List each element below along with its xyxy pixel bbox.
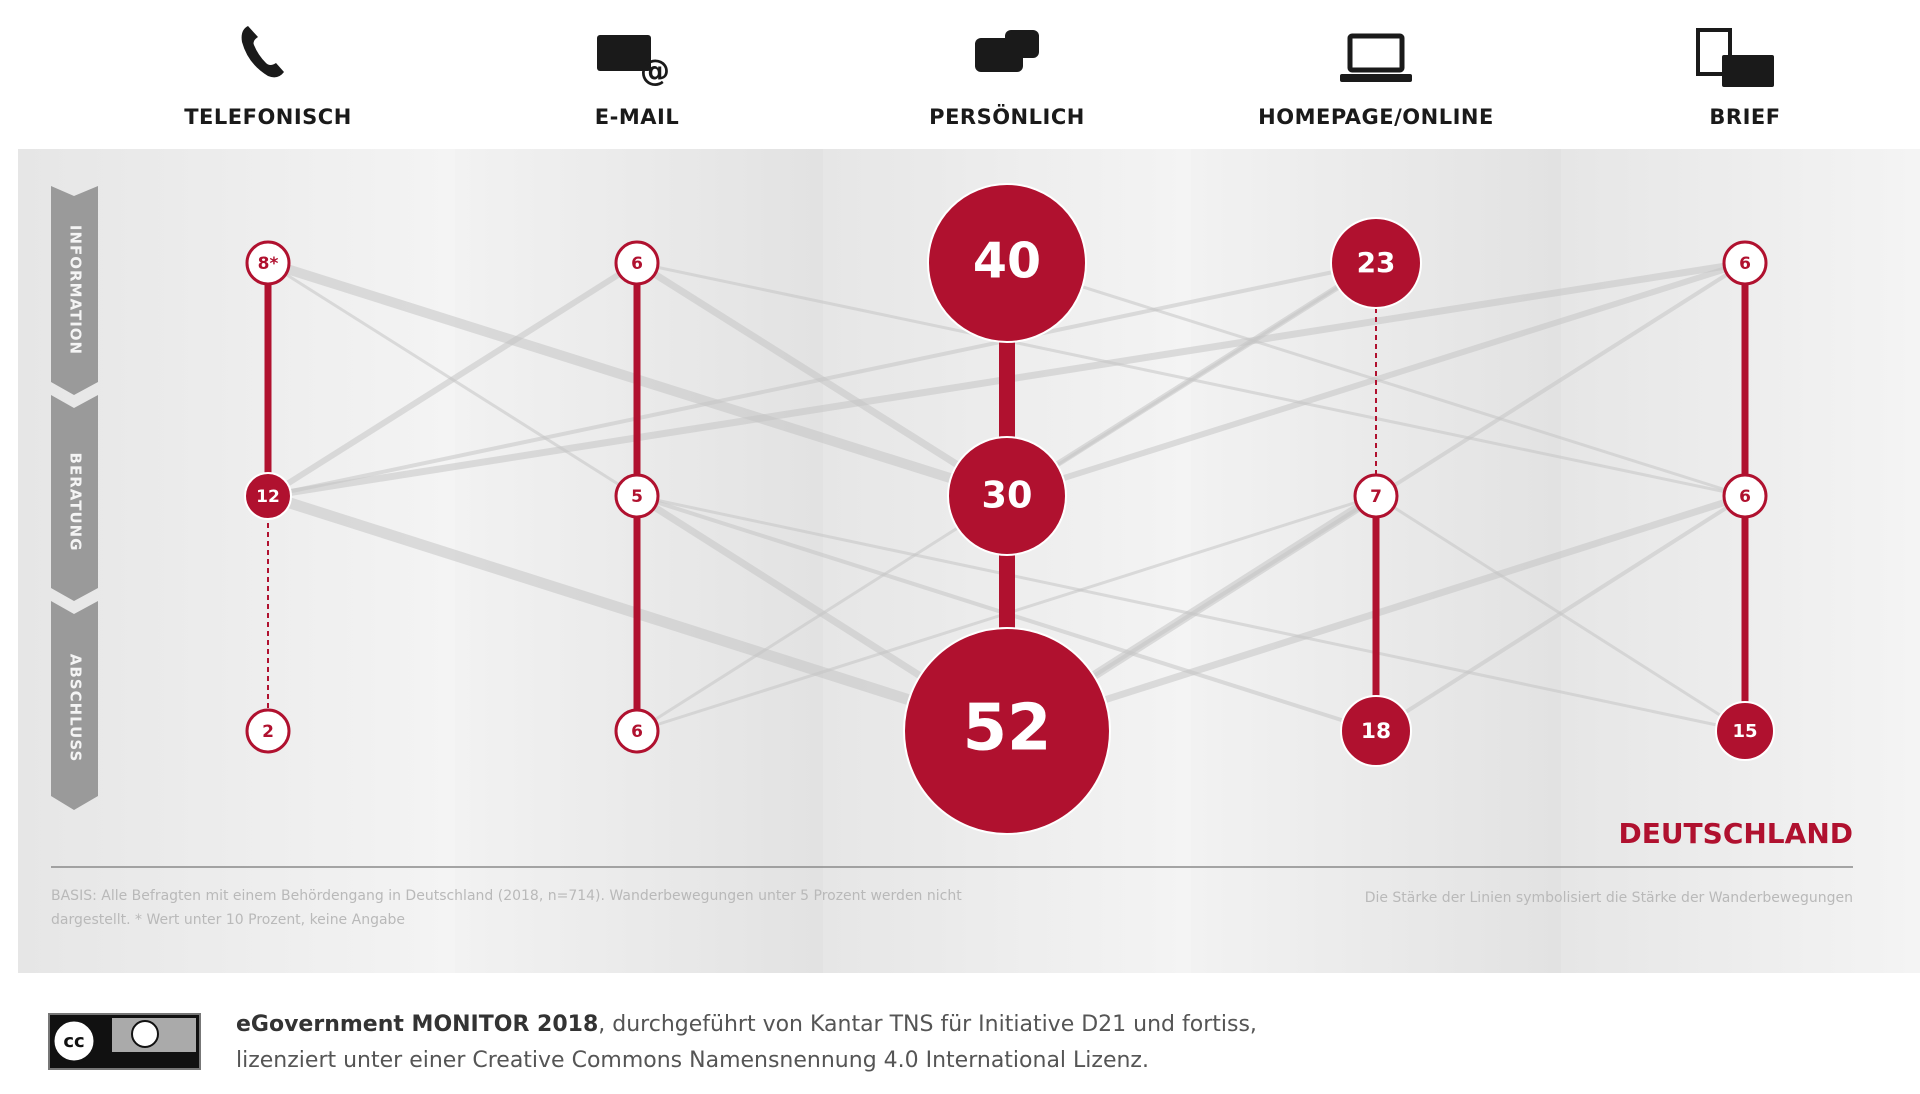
bubble [1353,473,1399,519]
badge-by [131,1020,159,1048]
footer-text: , durchgeführt von Kantar TNS für Initia… [598,1012,1257,1037]
bubble-label: 6 [1739,487,1751,507]
bubble-label: 52 [963,692,1052,766]
footer-license: lizenziert unter einer Creative Commons … [236,1048,1149,1073]
region-label: DEUTSCHLAND [1618,817,1853,850]
footer-source: eGovernment MONITOR 2018 [236,1012,598,1037]
icon-laptop [1340,74,1412,82]
icons: @ [241,26,1774,89]
note-box: BASIS: Alle Befragten mit einem Behörden… [51,888,962,928]
bubble [1722,240,1768,286]
badge-circle [51,1018,97,1064]
bubble [614,708,660,754]
column-label: TELEFONISCH [184,105,352,129]
icon-letter [1696,28,1732,76]
band [1561,149,1920,973]
flow-line [633,259,1011,500]
bubble-label: 6 [631,722,643,742]
bubble-label: 40 [973,233,1041,290]
bubble [244,472,292,520]
column-label: BRIEF [1709,105,1780,129]
column-label: PERSÖNLICH [929,104,1085,129]
stage-arrow [51,601,98,810]
bubble-label: 23 [1357,246,1396,279]
bubble [614,473,660,519]
bubble-label: 12 [256,487,280,507]
column-label: E-MAIL [595,105,679,129]
badge-text: cc [63,1031,84,1052]
bubble-label: 2 [262,722,274,742]
bubble [903,627,1111,835]
flow-line [266,261,639,498]
bubble [614,240,660,286]
stage-arrow [51,186,98,395]
bubble-label: 15 [1732,721,1757,742]
note-right: Die Stärke der Linien symbolisiert die S… [1365,890,1853,906]
bubble [1330,217,1422,309]
bubble [927,183,1087,343]
stage-label: ABSCHLUSS [67,654,85,763]
bubble-label: 5 [631,487,643,507]
bubble-label: 18 [1361,719,1391,744]
bubble [1340,695,1412,767]
footer-line: eGovernment MONITOR 2018, durchgeführt v… [236,1012,1257,1037]
icon-laptop [1347,33,1405,73]
stage-label: BERATUNG [67,453,85,552]
bubble-label: 8* [258,254,279,274]
bubble-label: 7 [1370,487,1382,507]
bubble [947,436,1067,556]
flow-line [1374,494,1747,733]
icon-letter [1722,55,1774,87]
flow-line [1004,260,1748,499]
bubble [1722,473,1768,519]
note-left: BASIS: Alle Befragten mit einem Behörden… [51,888,962,928]
stage-label: INFORMATION [67,225,85,355]
bubble [1715,701,1775,761]
bubble [245,240,291,286]
bubble-label: 6 [1739,254,1751,274]
bubble-label: 6 [631,254,643,274]
icon-phone [241,26,284,78]
bubble [245,708,291,754]
bubble-label: 30 [982,474,1033,517]
column-label: HOMEPAGE/ONLINE [1258,105,1494,129]
cc-badge: cc [48,1013,201,1070]
icon-chat [1005,30,1039,58]
icon-mail [597,35,651,71]
icon-at: @ [640,54,670,89]
stage-arrow [51,395,98,601]
